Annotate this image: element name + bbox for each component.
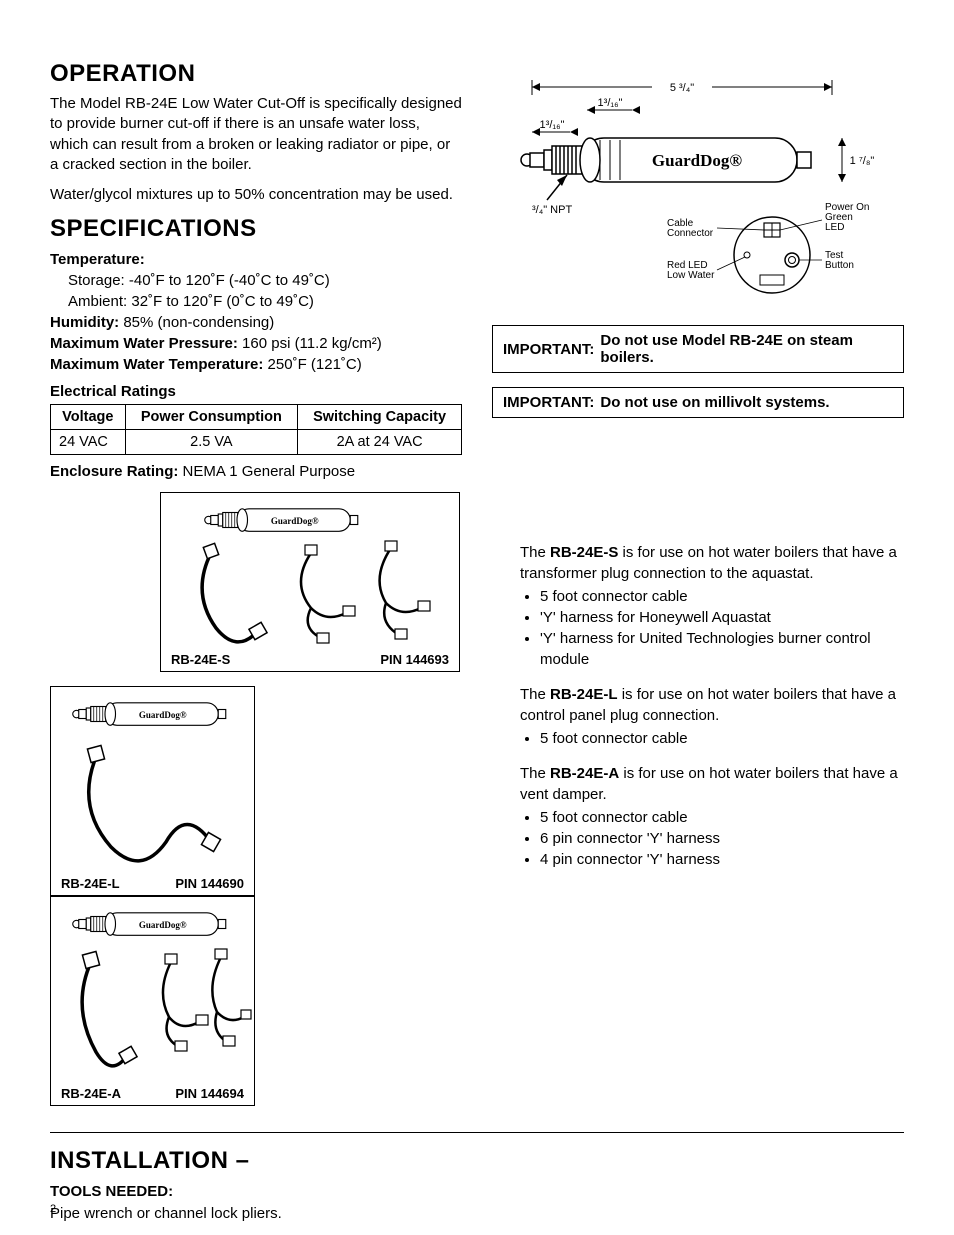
td-switching: 2A at 24 VAC <box>298 430 462 455</box>
svg-text:GuardDog®: GuardDog® <box>139 710 187 720</box>
figure-rb24e-a: GuardDog® <box>50 896 255 1106</box>
max-wp-label: Maximum Water Pressure: <box>50 335 238 352</box>
fig1-pin: PIN 144693 <box>380 652 449 667</box>
section-divider <box>50 1132 904 1133</box>
tools-needed-label: TOOLS NEEDED: <box>50 1183 904 1200</box>
figure-rb24e-s: GuardDog® RB-24E-S PIN 1 <box>160 492 460 672</box>
svg-text:GuardDog®: GuardDog® <box>139 920 187 930</box>
specifications-heading: SPECIFICATIONS <box>50 215 462 243</box>
tools-needed-val: Pipe wrench or channel lock pliers. <box>50 1204 904 1224</box>
max-wt-val: 250˚F (121˚C) <box>263 356 361 373</box>
enclosure-val: NEMA 1 General Purpose <box>178 463 355 480</box>
temp-storage: Storage: -40˚F to 120˚F (-40˚C to 49˚C) <box>50 270 462 291</box>
th-voltage: Voltage <box>51 405 126 430</box>
important-label: IMPORTANT: <box>503 394 594 411</box>
humidity-label: Humidity: <box>50 314 119 331</box>
svg-text:Button: Button <box>825 260 854 271</box>
dim-nub: 1³/₁₆" <box>598 97 623 109</box>
ratings-table: Voltage Power Consumption Switching Capa… <box>50 404 462 455</box>
dimensional-diagram: 5 ³/₄" 1³/₁₆" 1³/₁₆" <box>492 60 882 320</box>
table-row: 24 VAC 2.5 VA 2A at 24 VAC <box>51 430 462 455</box>
svg-text:GuardDog®: GuardDog® <box>271 516 319 526</box>
td-power: 2.5 VA <box>125 430 298 455</box>
max-wt-label: Maximum Water Temperature: <box>50 356 263 373</box>
dim-height: 1 ⁷/₈" <box>850 155 875 167</box>
dim-width: 5 ³/₄" <box>670 82 694 94</box>
list-item: 5 foot connector cable <box>540 728 904 749</box>
humidity-val: 85% (non-condensing) <box>119 314 274 331</box>
fig2-pin: PIN 144690 <box>175 876 244 891</box>
temp-label: Temperature: <box>50 251 145 268</box>
operation-heading: OPERATION <box>50 60 462 88</box>
page-number: 2 <box>50 1203 56 1215</box>
svg-text:Connector: Connector <box>667 228 714 239</box>
model-a-desc: The RB-24E-A is for use on hot water boi… <box>520 763 904 805</box>
figure-rb24e-l: GuardDog® RB-24E-L PIN 144690 <box>50 686 255 896</box>
operation-para1: The Model RB-24E Low Water Cut-Off is sp… <box>50 94 462 175</box>
model-l-desc: The RB-24E-L is for use on hot water boi… <box>520 684 904 726</box>
list-item: 'Y' harness for Honeywell Aquastat <box>540 607 904 628</box>
th-power: Power Consumption <box>125 405 298 430</box>
list-item: 5 foot connector cable <box>540 586 904 607</box>
fig3-pin: PIN 144694 <box>175 1086 244 1101</box>
svg-text:LED: LED <box>825 222 844 233</box>
list-item: 6 pin connector 'Y' harness <box>540 828 904 849</box>
svg-text:Low Water: Low Water <box>667 270 715 281</box>
fig1-model: RB-24E-S <box>171 652 230 667</box>
td-voltage: 24 VAC <box>51 430 126 455</box>
fig3-model: RB-24E-A <box>61 1086 121 1101</box>
important-box-1: IMPORTANT: Do not use Model RB-24E on st… <box>492 325 904 373</box>
elec-ratings-heading: Electrical Ratings <box>50 383 462 400</box>
temp-ambient: Ambient: 32˚F to 120˚F (0˚C to 49˚C) <box>50 291 462 312</box>
important-box-2: IMPORTANT: Do not use on millivolt syste… <box>492 387 904 418</box>
max-wp-val: 160 psi (11.2 kg/cm²) <box>238 335 382 352</box>
fig2-model: RB-24E-L <box>61 876 120 891</box>
dim-thread: 1³/₁₆" <box>540 119 565 131</box>
list-item: 4 pin connector 'Y' harness <box>540 849 904 870</box>
operation-para2: Water/glycol mixtures up to 50% concentr… <box>50 185 462 205</box>
model-s-desc: The RB-24E-S is for use on hot water boi… <box>520 542 904 584</box>
installation-heading: INSTALLATION – <box>50 1147 904 1175</box>
list-item: 'Y' harness for United Technologies burn… <box>540 628 904 670</box>
brand-text: GuardDog® <box>652 151 742 170</box>
list-item: 5 foot connector cable <box>540 807 904 828</box>
enclosure-label: Enclosure Rating: <box>50 463 178 480</box>
th-switching: Switching Capacity <box>298 405 462 430</box>
important-msg-1: Do not use Model RB-24E on steam boilers… <box>600 332 893 366</box>
important-msg-2: Do not use on millivolt systems. <box>600 394 893 411</box>
important-label: IMPORTANT: <box>503 341 594 358</box>
npt-label: ³/₄" NPT <box>532 204 572 216</box>
